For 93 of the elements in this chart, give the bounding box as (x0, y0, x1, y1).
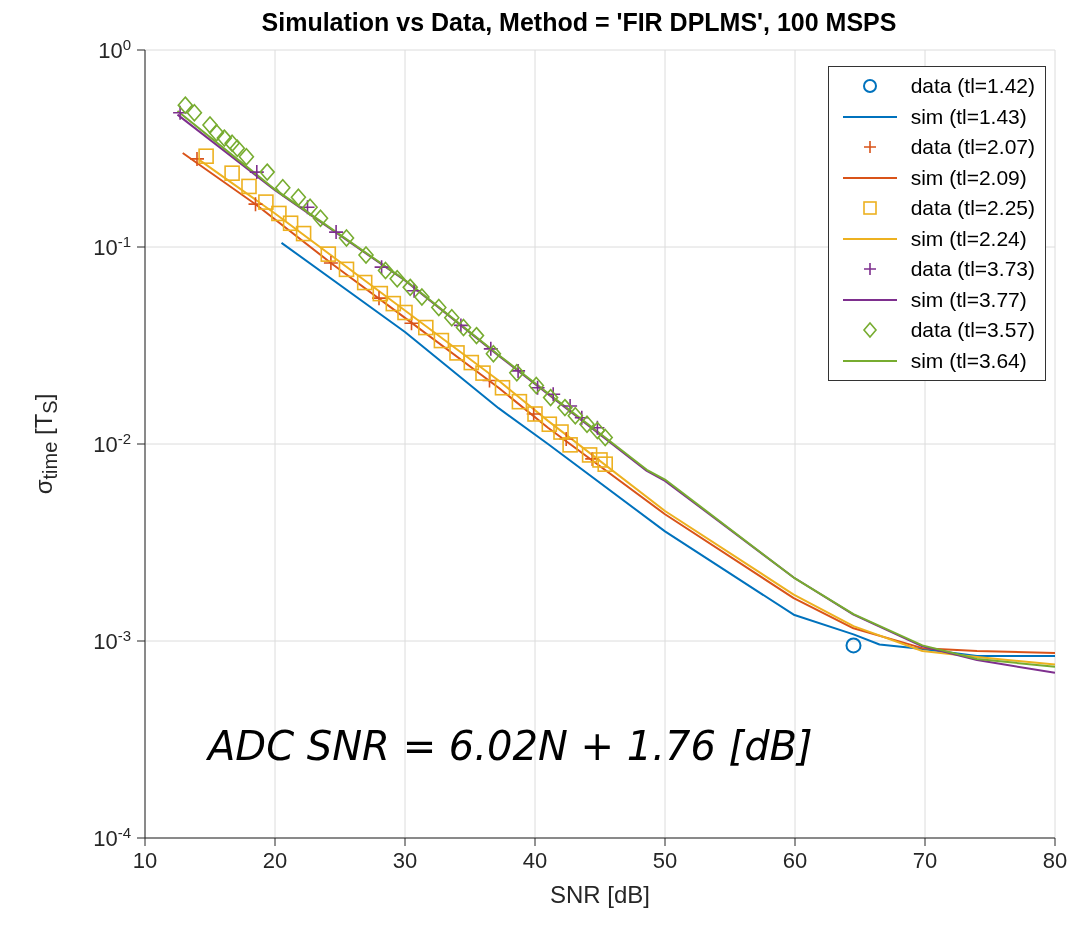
point (295, 225, 312, 242)
point (418, 319, 434, 336)
point (581, 447, 598, 463)
point (259, 163, 275, 181)
x-tick-label: 30 (392, 848, 418, 873)
legend-label: data (tl=2.07) (910, 135, 1035, 160)
point (402, 278, 418, 297)
point (186, 104, 203, 122)
annotation: ADC SNR = 6.02N + 1.76 [dB] (208, 723, 813, 769)
point (597, 428, 613, 447)
legend-label: sim (tl=2.24) (910, 226, 1027, 251)
point (247, 196, 264, 212)
point (485, 345, 502, 363)
y-tick-label: 10$^{-3}$ (93, 626, 131, 654)
point (241, 178, 257, 195)
point (320, 246, 337, 262)
point (177, 96, 194, 114)
point (444, 309, 460, 327)
point (397, 304, 413, 321)
chart-title: Simulation vs Data, Method = 'FIR DPLMS', 100 MSPS (260, 8, 898, 37)
point (542, 388, 559, 407)
point (389, 269, 405, 288)
point (406, 282, 422, 299)
point (312, 209, 329, 228)
point (275, 178, 291, 197)
y-tick-label: 10$^{0}$ (98, 35, 131, 63)
legend-label: sim (tl=2.09) (910, 165, 1027, 190)
point (282, 215, 299, 232)
point (358, 246, 374, 264)
legend-label: data (tl=1.42) (910, 74, 1035, 99)
point (224, 134, 240, 153)
point (845, 637, 862, 654)
x-tick-label: 80 (1042, 848, 1068, 873)
point (249, 164, 265, 180)
point (373, 259, 390, 275)
point (208, 123, 225, 142)
point (385, 295, 402, 312)
point (356, 274, 373, 291)
point (449, 345, 465, 361)
point (238, 148, 255, 166)
legend-label: data (tl=2.25) (910, 196, 1035, 221)
point (483, 341, 499, 357)
x-tick-label: 10 (132, 848, 158, 873)
point (328, 224, 344, 240)
point (229, 139, 246, 158)
legend-label: sim (tl=3.64) (910, 348, 1027, 373)
point (463, 354, 480, 371)
y-tick-label: 10$^{-2}$ (93, 429, 131, 457)
point (372, 285, 389, 302)
point (323, 255, 339, 271)
point (338, 229, 355, 247)
x-axis-title: SNR [dB] (549, 881, 651, 909)
point (592, 452, 608, 468)
legend-label: data (tl=3.57) (910, 318, 1035, 343)
legend-label: data (tl=3.73) (910, 257, 1035, 282)
point (468, 326, 485, 345)
point (202, 116, 218, 134)
point (557, 398, 573, 417)
point (541, 416, 558, 433)
point (562, 398, 578, 414)
point (338, 261, 355, 278)
y-tick-label: 10$^{-1}$ (93, 232, 131, 260)
legend-label: sim (tl=1.43) (910, 104, 1027, 129)
point (475, 365, 491, 381)
x-tick-label: 50 (652, 848, 678, 873)
x-tick-label: 70 (912, 848, 938, 873)
point (597, 456, 613, 472)
point (172, 105, 188, 121)
x-tick-label: 20 (262, 848, 288, 873)
x-tick-label: 40 (522, 848, 548, 873)
point (414, 288, 430, 306)
point (567, 407, 584, 425)
point (553, 424, 569, 440)
point (258, 194, 274, 210)
point (562, 437, 578, 453)
point (224, 165, 240, 181)
point (579, 415, 595, 434)
point (511, 393, 528, 410)
point (545, 386, 561, 402)
point (589, 421, 606, 440)
point (494, 379, 511, 396)
point (377, 261, 394, 280)
point (431, 298, 447, 317)
x-tick-label: 60 (782, 848, 808, 873)
point (216, 129, 233, 147)
point (433, 332, 450, 349)
legend-label: sim (tl=3.77) (910, 287, 1027, 312)
point (290, 188, 307, 206)
y-tick-label: 10$^{-4}$ (93, 823, 131, 851)
point (198, 148, 214, 164)
point (271, 205, 287, 222)
point (189, 151, 205, 167)
point (371, 290, 387, 306)
